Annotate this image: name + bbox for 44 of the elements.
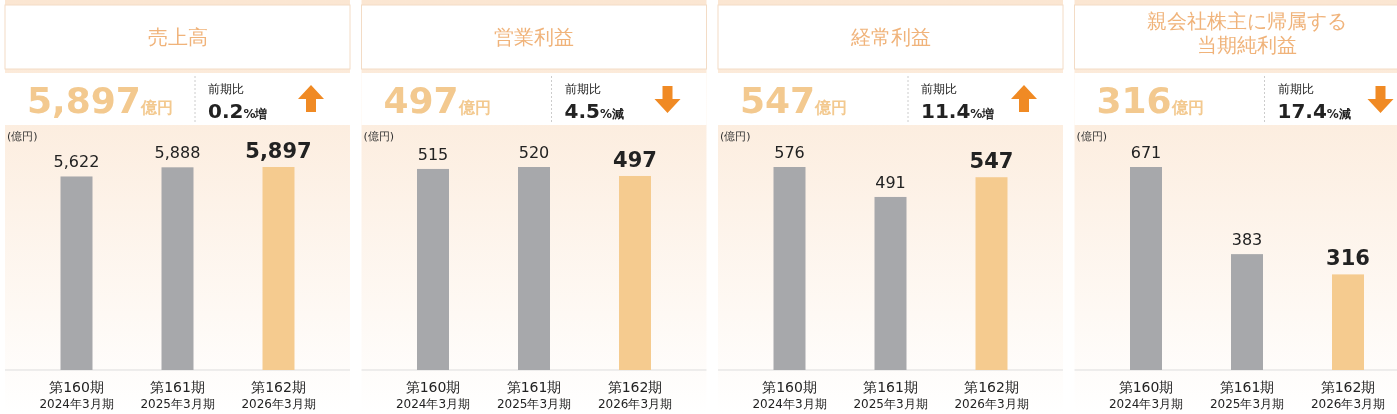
x-tick-label: 第161期 2025年3月期 [853,379,928,411]
data-label: 383 [1231,230,1263,250]
x-tick-label: 第161期 2025年3月期 [140,379,215,411]
chart-title: 親会社株主に帰属する当期純利益 [1147,9,1347,57]
data-label: 5,897 [245,139,312,163]
text: 前期比 [564,82,601,96]
text: 316億円 [1096,80,1204,121]
text: (億円) [363,130,395,143]
text: (億円) [7,130,38,143]
text: 前期比 [1277,82,1314,96]
text: 5,897億円 [27,80,173,121]
text: 0.2%増 [208,99,268,123]
data-label: 547 [969,149,1014,174]
x-tick-label: 第162期 2026年3月期 [954,379,1029,411]
chart-title: 経常利益 [849,25,931,49]
text: 497億円 [383,80,491,121]
x-tick-label: 第160期 2024年3月期 [39,379,114,411]
data-label: 497 [613,147,657,172]
x-tick-label: 第161期 2025年3月期 [496,379,572,411]
text: 17.4%減 [1277,99,1351,123]
text: (億円) [1076,130,1108,143]
chart-title: 売上高 [147,25,208,49]
data-label: 316 [1326,246,1370,271]
x-tick-label: 第162期 2026年3月期 [1310,379,1386,411]
text: (億円) [720,130,751,143]
data-label: 491 [875,172,906,192]
chart-title: 営業利益 [494,25,574,49]
text: 547億円 [740,80,848,121]
data-label: 576 [774,143,805,162]
x-tick-label: 第162期 2026年3月期 [241,379,316,411]
text: 前期比 [208,82,244,96]
data-label: 5,888 [154,143,201,163]
data-label: 520 [518,143,550,162]
text: 11.4%増 [921,99,995,123]
x-tick-label: 第161期 2025年3月期 [1209,379,1285,411]
data-label: 5,622 [53,152,100,172]
x-tick-label: 第160期 2024年3月期 [752,379,827,411]
data-label: 671 [1130,143,1162,162]
text: 4.5%減 [564,99,624,123]
x-tick-label: 第162期 2026年3月期 [597,379,673,411]
text: 前期比 [921,82,957,96]
x-tick-label: 第160期 2024年3月期 [1108,379,1184,411]
x-tick-label: 第160期 2024年3月期 [395,379,471,411]
data-label: 515 [417,144,449,164]
